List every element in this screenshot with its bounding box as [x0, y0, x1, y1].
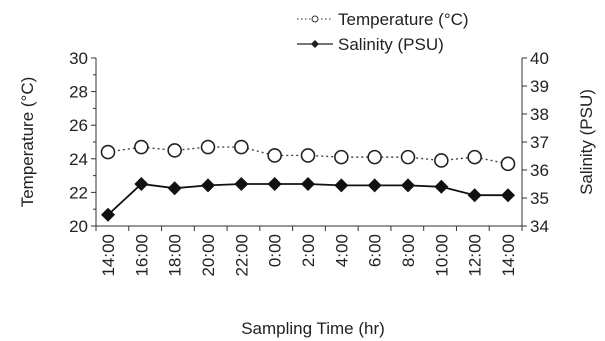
y-left-tick-label: 28 — [69, 83, 88, 102]
temperature-point — [267, 148, 282, 163]
legend-temperature-marker — [311, 15, 319, 23]
y-right-tick-label: 34 — [530, 217, 549, 236]
temperature-point — [100, 144, 116, 160]
x-tick-label: 4:00 — [332, 234, 351, 267]
temperature-point — [234, 139, 249, 155]
x-ticks: 14:00 16:00 18:00 20:00 22:00 0:00 2:00 4:00 6:0… — [95, 226, 523, 277]
y-left-tick-label: 22 — [69, 183, 88, 202]
salinity-point — [167, 181, 182, 196]
x-tick-label: 14:00 — [99, 234, 118, 277]
salinity-point — [301, 177, 315, 191]
axes: 20 22 24 26 28 30 34 35 36 37 38 39 40 14:00 16:00 18… — [69, 49, 549, 277]
y-right-tick-label: 38 — [530, 105, 549, 124]
x-tick-label: 20:00 — [199, 234, 218, 277]
x-axis-title: Sampling Time (hr) — [241, 319, 385, 338]
x-tick-label: 18:00 — [166, 234, 185, 277]
x-tick-label: 14:00 — [499, 234, 518, 277]
y-right-tick-label: 35 — [530, 189, 549, 208]
y-left-tick-label: 26 — [69, 116, 88, 135]
salinity-point — [367, 178, 382, 193]
salinity-point — [101, 207, 115, 222]
y-right-tick-label: 39 — [530, 77, 549, 96]
right-ticks: 34 35 36 37 38 39 40 — [522, 49, 549, 236]
legend-temperature-label: Temperature (°C) — [338, 10, 469, 29]
x-tick-label: 22:00 — [232, 234, 251, 277]
salinity-point — [501, 188, 515, 203]
salinity-point — [334, 178, 349, 193]
legend-salinity-label: Salinity (PSU) — [338, 35, 444, 54]
temperature-point — [200, 139, 216, 155]
y-right-tick-label: 36 — [530, 161, 549, 180]
y-left-tick-label: 24 — [69, 150, 88, 169]
temperature-point — [134, 139, 149, 155]
salinity-point — [134, 177, 149, 191]
y-right-tick-label: 40 — [530, 49, 549, 68]
temperature-point — [167, 143, 182, 158]
salinity-point — [434, 179, 449, 194]
y-right-axis-title: Salinity (PSU) — [577, 89, 596, 195]
left-ticks: 20 22 24 26 28 30 — [69, 49, 96, 236]
temperature-point — [500, 156, 516, 172]
temperature-point — [400, 149, 416, 165]
legend: Temperature (°C) Salinity (PSU) — [297, 10, 469, 54]
temperature-point — [434, 153, 449, 168]
salinity-point — [201, 178, 215, 193]
salinity-point — [234, 177, 249, 191]
salinity-point — [467, 188, 482, 203]
x-tick-label: 6:00 — [366, 234, 385, 267]
x-tick-label: 12:00 — [466, 234, 485, 277]
temperature-point — [300, 148, 316, 163]
x-tick-label: 10:00 — [432, 234, 451, 277]
legend-salinity-marker — [311, 40, 319, 48]
y-left-tick-label: 20 — [69, 217, 88, 236]
series-salinity — [101, 177, 515, 222]
x-tick-label: 0:00 — [266, 234, 285, 267]
salinity-point — [401, 178, 415, 193]
temperature-point — [367, 149, 382, 165]
y-left-tick-label: 30 — [69, 49, 88, 68]
series-temperature — [100, 139, 516, 172]
temperature-point — [467, 149, 482, 165]
temperature-point — [334, 149, 349, 165]
y-left-axis-title: Temperature (°C) — [18, 77, 37, 208]
x-tick-label: 2:00 — [299, 234, 318, 267]
x-tick-label: 16:00 — [132, 234, 151, 277]
legend-item-temperature: Temperature (°C) — [297, 10, 469, 29]
x-tick-label: 8:00 — [399, 234, 418, 267]
legend-item-salinity: Salinity (PSU) — [297, 35, 444, 54]
y-right-tick-label: 37 — [530, 133, 549, 152]
salinity-point — [267, 177, 282, 191]
